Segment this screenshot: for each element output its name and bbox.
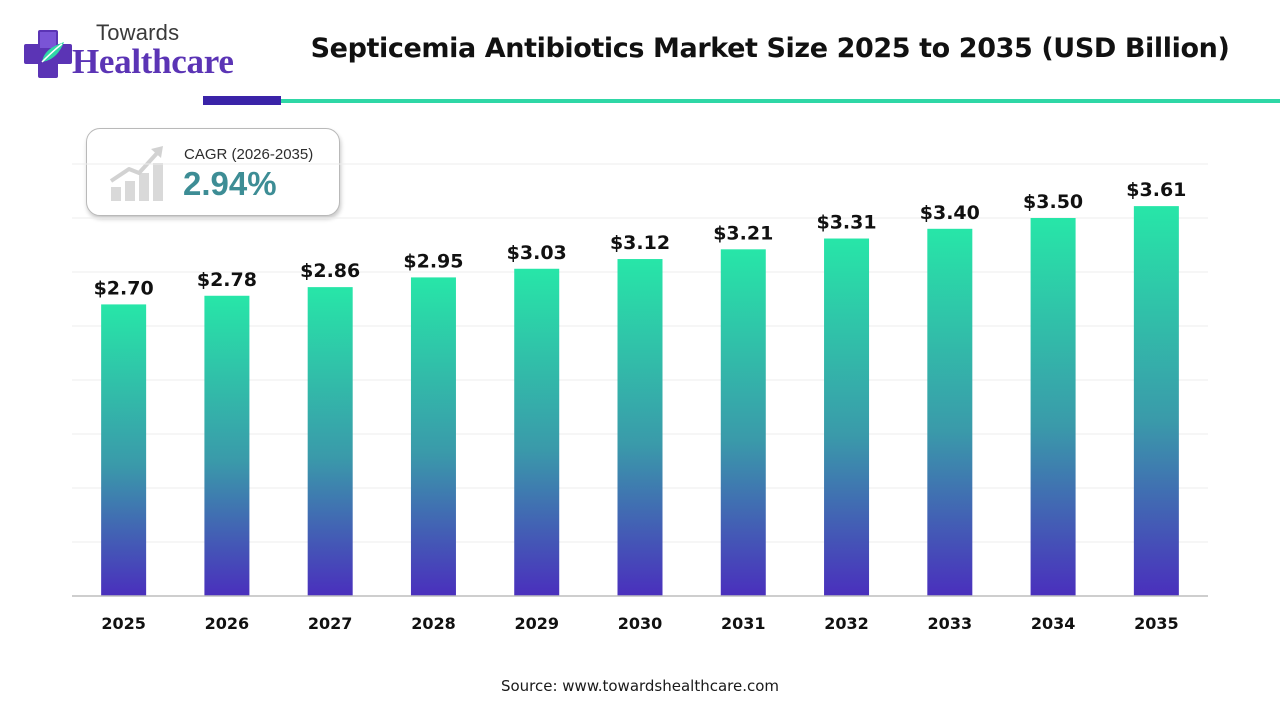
value-label-2030: $3.12 — [610, 232, 670, 254]
bar-2028 — [410, 277, 456, 596]
value-label-2029: $3.03 — [507, 242, 567, 264]
chart-title: Septicemia Antibiotics Market Size 2025 … — [310, 33, 1230, 64]
source-note: Source: www.towardshealthcare.com — [500, 677, 780, 695]
x-tick-2028: 2028 — [411, 614, 456, 633]
bar-2032 — [824, 238, 870, 596]
x-tick-2031: 2031 — [721, 614, 766, 633]
bar-2026 — [204, 295, 250, 596]
medical-cross-icon — [24, 30, 72, 78]
x-tick-2035: 2035 — [1134, 614, 1179, 633]
value-label-2028: $2.95 — [403, 250, 463, 272]
brand-logo: Towards Healthcare — [20, 18, 240, 88]
x-tick-2032: 2032 — [824, 614, 869, 633]
cagr-label: CAGR (2026-2035) — [184, 146, 314, 163]
x-tick-2030: 2030 — [618, 614, 663, 633]
title-underline-accent — [203, 96, 281, 105]
value-label-2033: $3.40 — [920, 202, 980, 224]
x-tick-2029: 2029 — [514, 614, 559, 633]
cagr-value: 2.94% — [183, 165, 277, 202]
title-underline — [281, 99, 1280, 103]
value-label-2026: $2.78 — [197, 269, 257, 291]
brand-name-bottom: Healthcare — [72, 42, 234, 81]
bar-2025 — [101, 304, 147, 596]
bar-2034 — [1030, 218, 1076, 596]
x-tick-2027: 2027 — [308, 614, 353, 633]
bar-2031 — [720, 249, 766, 596]
chart-value-labels: $2.70 $2.78 $2.86 $2.95 $3.03 $3.12 $3.21 $3.31… — [94, 179, 1187, 299]
x-tick-2026: 2026 — [205, 614, 250, 633]
bar-2033 — [927, 228, 973, 597]
chart-x-tick-labels: 2025 2026 2027 2028 2029 2030 2031 2032 2033 2034… — [101, 614, 1178, 633]
value-label-2031: $3.21 — [713, 222, 773, 244]
brand-name-top: Towards — [96, 20, 180, 45]
value-label-2035: $3.61 — [1126, 179, 1186, 201]
growth-chart-icon — [109, 146, 163, 201]
value-label-2027: $2.86 — [300, 260, 360, 282]
bar-2029 — [514, 268, 560, 596]
x-tick-2033: 2033 — [928, 614, 973, 633]
bar-2027 — [307, 287, 353, 596]
bar-2030 — [617, 259, 663, 596]
value-label-2034: $3.50 — [1023, 191, 1083, 213]
bar-2035 — [1133, 206, 1179, 596]
value-label-2032: $3.31 — [816, 212, 876, 234]
x-tick-2034: 2034 — [1031, 614, 1076, 633]
cagr-card: CAGR (2026-2035) 2.94% — [86, 128, 340, 216]
value-label-2025: $2.70 — [94, 277, 154, 299]
chart-bars — [101, 206, 1179, 597]
x-tick-2025: 2025 — [101, 614, 146, 633]
